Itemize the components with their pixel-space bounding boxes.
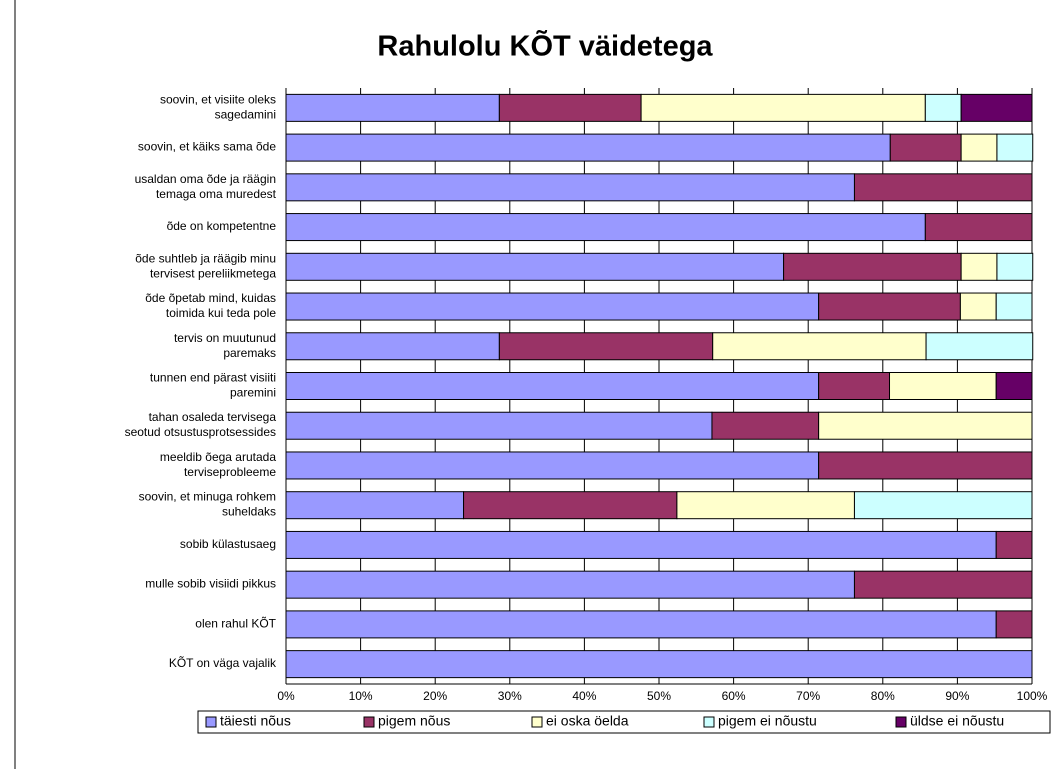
legend-swatch xyxy=(363,716,375,728)
bar-segment xyxy=(676,491,855,520)
bar-segment xyxy=(285,650,1033,679)
bar-segment xyxy=(711,411,820,440)
y-tick-label: soovin, et minuga rohkem suheldaks xyxy=(139,490,276,519)
bar-segment xyxy=(924,213,1033,242)
legend-label: pigem ei nõustu xyxy=(718,713,817,729)
bar-segment xyxy=(853,570,1033,599)
x-tick-label: 10% xyxy=(349,689,373,703)
bar-segment xyxy=(640,93,926,122)
y-tick-label: õde suhtleb ja räägib minu tervisest pere… xyxy=(135,251,276,280)
y-tick-label: usaldan oma õde ja räägin temaga oma mure… xyxy=(135,172,277,201)
y-tick-label: soovin, et käiks sama õde xyxy=(138,140,276,154)
bar-segment xyxy=(285,411,713,440)
bar-segment xyxy=(285,292,820,321)
bar-segment xyxy=(853,173,1033,202)
x-tick-label: 50% xyxy=(647,689,671,703)
y-tick-label: tervis on muutunud paremaks xyxy=(174,331,276,360)
y-tick-label: tahan osaleda tervisega seotud otsustuspr… xyxy=(125,410,277,439)
bar-segment xyxy=(285,213,926,242)
bar-segment xyxy=(285,570,855,599)
bar-segment xyxy=(960,252,998,281)
bar-segment xyxy=(783,252,962,281)
bar-segment xyxy=(959,292,997,321)
bar-segment xyxy=(463,491,678,520)
legend-swatch xyxy=(703,716,715,728)
bar-segment xyxy=(498,93,642,122)
bar-segment xyxy=(996,133,1034,162)
bar-segment xyxy=(818,451,1033,480)
x-tick-label: 0% xyxy=(277,689,295,703)
x-tick-label: 90% xyxy=(945,689,969,703)
legend-swatch xyxy=(531,716,543,728)
bar-segment xyxy=(889,372,997,400)
y-tick-label: olen rahul KÕT xyxy=(195,616,276,631)
bar-segment xyxy=(285,451,820,480)
chart-title: Rahulolu KÕT väidetega xyxy=(377,29,713,63)
x-tick-label: 40% xyxy=(572,689,596,703)
legend-label: ei oska öelda xyxy=(546,713,629,729)
y-tick-label: mulle sobib visiidi pikkus xyxy=(145,577,276,591)
bar-segment xyxy=(285,173,855,202)
bar-segment xyxy=(285,332,500,361)
bar-segment xyxy=(818,372,891,400)
legend-box xyxy=(197,710,1051,734)
bar-segment xyxy=(818,411,1033,440)
bar-segment xyxy=(285,610,997,639)
bar-segment xyxy=(995,292,1033,321)
y-tick-label: soovin, et visiite oleks sagedamini xyxy=(160,93,276,122)
x-tick-label: 100% xyxy=(1017,689,1048,703)
bar-segment xyxy=(925,332,1034,361)
legend-swatch xyxy=(895,716,907,728)
bar-segment xyxy=(285,372,820,400)
y-tick-label: õde õpetab mind, kuidas toimida kui teda … xyxy=(145,291,276,320)
bar-segment xyxy=(960,93,1033,122)
y-tick-label: õde on kompetentne xyxy=(167,219,277,233)
bar-segment xyxy=(924,93,962,122)
legend-label: üldse ei nõustu xyxy=(910,713,1004,729)
x-tick-label: 60% xyxy=(722,689,746,703)
y-tick-label: meeldib õega arutada terviseprobleeme xyxy=(160,450,276,479)
legend-label: pigem nõus xyxy=(378,713,450,729)
bar-segment xyxy=(995,372,1033,400)
x-tick-label: 70% xyxy=(796,689,820,703)
bar-segment xyxy=(960,133,998,162)
bar-segment xyxy=(712,332,927,361)
bar-segment xyxy=(285,93,500,122)
bar-segment xyxy=(285,491,465,520)
legend-label: täiesti nõus xyxy=(220,713,291,729)
bar-segment xyxy=(995,530,1033,559)
bar-segment xyxy=(498,332,714,361)
bar-segment xyxy=(285,252,785,281)
bar-segment xyxy=(853,491,1033,520)
x-tick-label: 80% xyxy=(871,689,895,703)
bar-segment xyxy=(285,133,891,162)
bar-segment xyxy=(889,133,962,162)
legend-swatch xyxy=(205,716,217,728)
y-tick-label: sobib külastusaeg xyxy=(180,537,276,551)
bar-segment xyxy=(996,252,1034,281)
bar-segment xyxy=(995,610,1033,639)
bar-segment xyxy=(818,292,961,321)
x-tick-label: 20% xyxy=(423,689,447,703)
y-tick-label: KÕT on väga vajalik xyxy=(169,655,277,670)
bar-segment xyxy=(285,530,997,559)
y-tick-label: tunnen end pärast visiiti paremini xyxy=(150,371,276,400)
x-tick-label: 30% xyxy=(498,689,522,703)
